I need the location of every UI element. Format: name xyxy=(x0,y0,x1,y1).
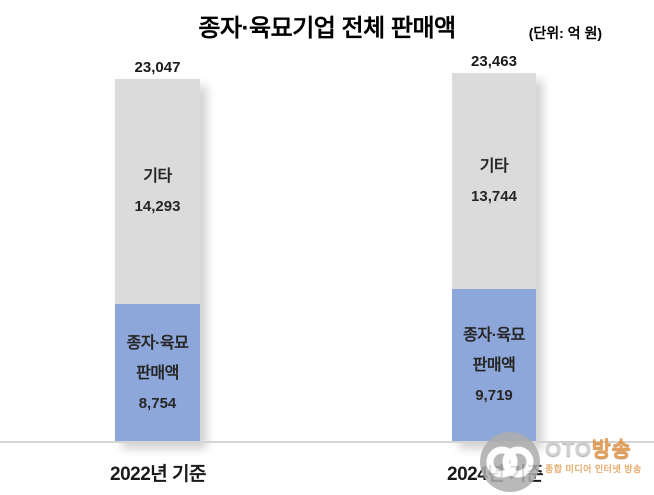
seed-label-line2-2024: 판매액 xyxy=(472,357,516,374)
seed-label-line2-2022: 판매액 xyxy=(136,364,179,382)
total-value-2024: 23,463 xyxy=(471,53,517,70)
watermark-brand-bangsong: 방송 xyxy=(591,438,632,461)
watermark-text: OTO방송 종합 미디어 인터넷 방송 xyxy=(545,439,642,475)
watermark-brand-oto: OTO xyxy=(545,438,592,461)
unit-label: (단위: 억 원) xyxy=(528,25,602,41)
segment-other-2022: 기타 14,293 xyxy=(115,79,200,304)
chart-title: 종자·육묘기업 전체 판매액 xyxy=(198,15,456,42)
segment-other-2024: 기타 13,744 xyxy=(452,73,536,289)
bar-column-2022: 기타 14,293 종자·육묘 판매액 8,754 xyxy=(115,79,200,442)
bar-2024: 23,463 기타 13,744 종자·육묘 판매액 9,719 xyxy=(452,53,536,442)
seed-value-2024: 9,719 xyxy=(475,387,513,404)
bar-2022: 23,047 기타 14,293 종자·육묘 판매액 8,754 xyxy=(115,59,200,442)
watermark-brand: OTO방송 xyxy=(545,439,642,460)
oto-logo-icon xyxy=(480,432,540,492)
watermark-subtitle: 종합 미디어 인터넷 방송 xyxy=(545,464,642,474)
total-value-2022: 23,047 xyxy=(134,59,181,76)
seed-label-line1-2022: 종자·육묘 xyxy=(126,334,189,352)
seed-value-2022: 8,754 xyxy=(138,394,177,412)
other-label-2022: 기타 xyxy=(143,168,172,185)
watermark: OTO방송 종합 미디어 인터넷 방송 xyxy=(479,431,642,493)
other-label-2024: 기타 xyxy=(479,157,509,175)
x-label-2022: 2022년 기준 xyxy=(110,464,207,485)
other-value-2022: 14,293 xyxy=(134,198,181,215)
bar-column-2024: 기타 13,744 종자·육묘 판매액 9,719 xyxy=(452,73,536,442)
other-value-2024: 13,744 xyxy=(471,187,517,205)
segment-seed-2022: 종자·육묘 판매액 8,754 xyxy=(115,304,200,442)
seed-label-line1-2024: 종자·육묘 xyxy=(463,327,525,344)
axis-baseline xyxy=(0,441,654,443)
segment-seed-2024: 종자·육묘 판매액 9,719 xyxy=(452,289,536,442)
